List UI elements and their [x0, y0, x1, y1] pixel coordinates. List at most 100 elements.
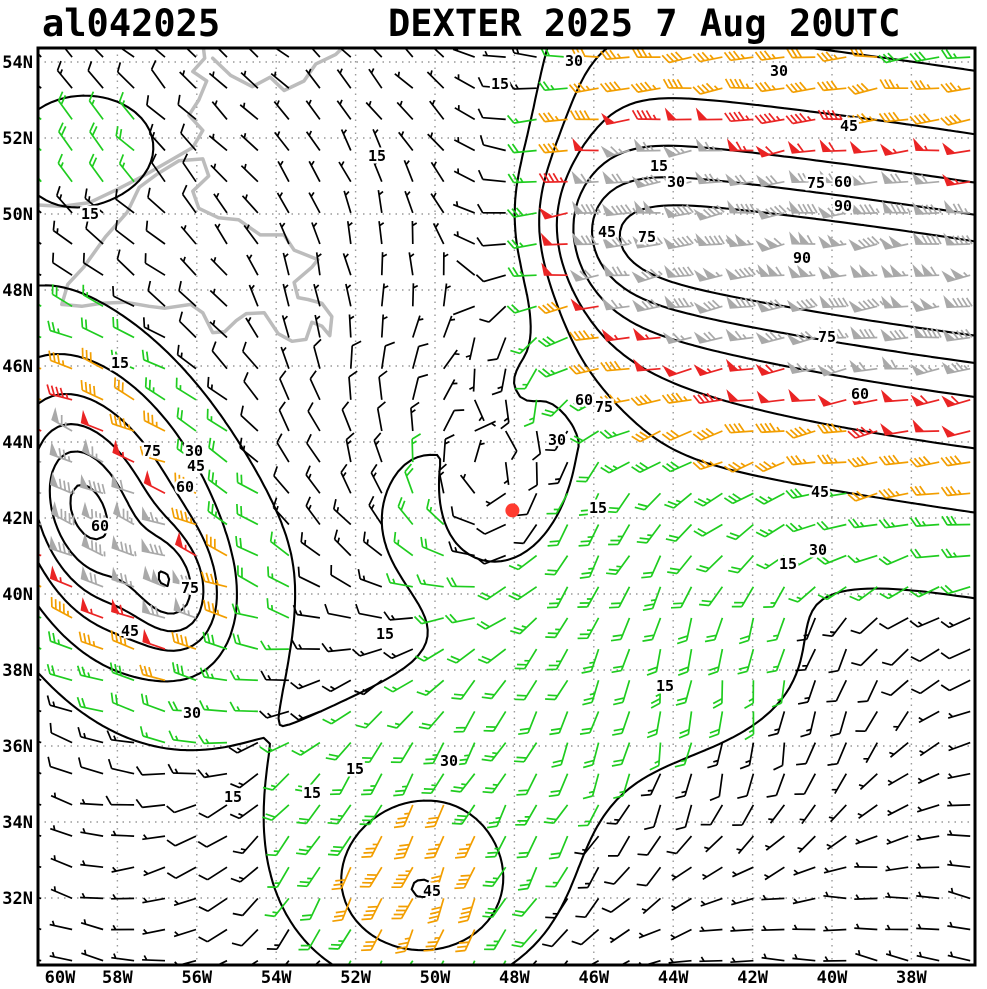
- wind-barb: [173, 928, 197, 938]
- contour-label: 15: [376, 625, 394, 643]
- contour-label: 90: [793, 249, 811, 267]
- wind-barb: [608, 835, 631, 857]
- wind-barb: [855, 835, 878, 845]
- wind-barb: [427, 898, 445, 924]
- wind-barb: [47, 320, 73, 339]
- wind-barb: [562, 960, 569, 965]
- wind-barb: [427, 132, 445, 152]
- wind-barb: [725, 358, 754, 372]
- wind-barb: [345, 283, 352, 307]
- contour-label: 45: [598, 223, 616, 241]
- wind-barb: [816, 487, 847, 498]
- wind-barb: [646, 711, 662, 739]
- wind-barb: [847, 554, 878, 564]
- wind-barb: [909, 485, 940, 496]
- wind-barb: [273, 466, 290, 494]
- wind-barb: [264, 897, 290, 918]
- wind-barb: [577, 586, 600, 608]
- wind-barb: [424, 835, 445, 859]
- wind-barb: [796, 742, 817, 766]
- wind-barb: [692, 392, 723, 405]
- wind-barb: [619, 959, 630, 965]
- coastlines: [38, 48, 346, 344]
- contour-label: 60: [575, 391, 593, 409]
- wind-barb: [761, 953, 785, 962]
- wind-barb: [661, 51, 692, 64]
- wind-barb: [269, 531, 290, 557]
- wind-barb: [649, 742, 662, 771]
- wind-barb: [601, 112, 630, 126]
- wind-barb: [730, 926, 754, 932]
- wind-barb: [942, 142, 971, 156]
- wind-barb: [940, 49, 971, 60]
- wind-barb: [602, 263, 630, 277]
- wind-barb: [726, 295, 756, 309]
- wind-barb: [308, 160, 321, 183]
- wind-barb: [631, 268, 663, 284]
- wind-barb: [754, 461, 785, 473]
- wind-barb: [451, 804, 476, 825]
- map-frame: [36, 46, 977, 967]
- wind-barb: [528, 462, 538, 492]
- wind-barb: [394, 71, 414, 89]
- wind-barb: [411, 315, 424, 338]
- wind-barb: [118, 91, 135, 120]
- wind-barb: [514, 648, 538, 670]
- wind-barb: [744, 680, 755, 709]
- wind-barb: [457, 898, 476, 924]
- wind-barb: [604, 866, 631, 885]
- wind-barb: [236, 472, 259, 495]
- wind-barb: [909, 455, 940, 468]
- contour-label: 15: [303, 784, 321, 802]
- wind-barb: [141, 506, 166, 526]
- wind-barb: [510, 617, 538, 635]
- wind-barb: [144, 377, 166, 401]
- wind-barb: [141, 349, 166, 370]
- wind-barb: [880, 423, 909, 436]
- wind-barb: [693, 364, 723, 377]
- wind-barb: [537, 336, 568, 348]
- wind-barb: [854, 862, 878, 869]
- wind-barb: [313, 338, 322, 369]
- wind-barb: [695, 233, 730, 247]
- wind-barb: [572, 200, 602, 214]
- wind-barb: [677, 648, 693, 676]
- wind-barb: [372, 160, 383, 183]
- wind-barb: [49, 920, 73, 931]
- wind-barb: [696, 554, 723, 573]
- wind-barb: [692, 427, 723, 441]
- wind-barb: [541, 262, 568, 277]
- wind-barb: [380, 283, 389, 307]
- contour-label: 30: [565, 52, 583, 70]
- wind-barb: [171, 507, 197, 526]
- wind-barb: [211, 100, 228, 120]
- wind-barb: [305, 496, 321, 526]
- wind-barb: [143, 410, 166, 432]
- wind-barb: [881, 648, 909, 666]
- wind-barb: [215, 959, 228, 965]
- wind-barb: [393, 773, 414, 797]
- wind-barb: [726, 389, 754, 403]
- wind-barb: [300, 532, 321, 557]
- wind-barb: [427, 866, 445, 893]
- wind-barb: [880, 328, 909, 342]
- wind-barb: [663, 235, 699, 250]
- wind-barb: [232, 835, 259, 855]
- wind-barb: [822, 617, 847, 638]
- wind-barb: [444, 613, 475, 624]
- wind-barb: [180, 225, 197, 245]
- wind-barb: [785, 426, 816, 439]
- wind-barb: [737, 648, 755, 675]
- wind-barb: [454, 105, 476, 121]
- lat-tick-label: 44N: [2, 433, 33, 453]
- wind-barb: [692, 82, 723, 95]
- wind-barb: [111, 598, 135, 619]
- wind-barb: [200, 571, 228, 588]
- storm-id-label: al042025: [42, 2, 220, 45]
- wind-barb: [205, 534, 228, 557]
- coastline: [38, 48, 209, 209]
- wind-barb: [327, 835, 352, 856]
- wind-barb: [878, 518, 909, 529]
- wind-barb: [305, 99, 321, 120]
- wind-barb: [198, 928, 228, 943]
